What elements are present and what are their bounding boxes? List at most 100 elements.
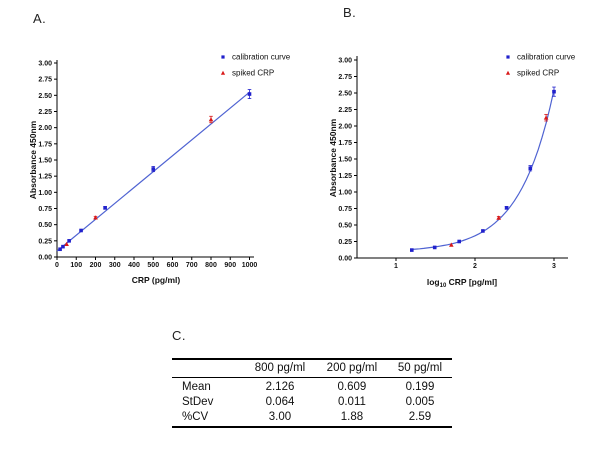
panel-c-label: C. [172,328,186,343]
spiked-point [64,241,69,247]
y-tick-label: 0.25 [338,239,352,246]
legend-triangle-icon [220,70,226,75]
calibration-point [103,206,107,210]
spiked-point [93,215,98,220]
y-tick-label: 0.50 [38,222,52,229]
spiked-crp-stats-table: 800 pg/ml 200 pg/ml 50 pg/ml Mean 2.126 … [172,358,452,428]
legend-label: spiked CRP [232,69,274,78]
table-row: StDev 0.064 0.011 0.005 [172,395,452,410]
axes: 0.00 0.25 0.50 0.75 1.00 1.25 1.50 1.75 2.00 2.25… [38,60,257,269]
calibration-point [247,92,252,96]
x-tick-label: 1000 [242,262,258,269]
x-tick-label: 400 [128,262,140,269]
legend-label: spiked CRP [517,69,559,78]
mean-800: 2.126 [265,381,295,393]
y-tick-label: 1.25 [38,174,52,181]
stdev-200: 0.011 [337,396,366,408]
x-axis-label: log10 CRP [pg/ml] [427,277,497,289]
table-header-200: 200 pg/ml [315,359,388,378]
y-tick-label: 0.00 [38,255,52,262]
table-header-50: 50 pg/ml [387,359,452,378]
x-tick-label: 2 [473,263,477,270]
x-tick-label: 700 [186,262,198,269]
y-tick-label: 0.75 [38,206,52,213]
calibration-point [410,248,414,252]
calibration-point [61,244,65,249]
spiked-point [543,115,549,120]
cv-800: 3.00 [268,411,292,423]
x-tick-label: 1 [394,263,398,270]
calibration-point [457,239,461,244]
table-header-row: 800 pg/ml 200 pg/ml 50 pg/ml [172,359,452,378]
y-tick-label: 3.00 [38,60,52,67]
y-tick-label: 0.50 [338,223,352,230]
cv-50: 2.59 [408,411,432,423]
y-tick-label: 2.75 [338,74,352,81]
legend: calibration curve spiked CRP [505,53,576,78]
series-triangle [449,113,549,247]
row-label-mean: Mean [182,381,211,393]
calibration-point [552,89,556,94]
y-axis-label: Absorbance 450nm [28,120,38,199]
x-tick-label: 100 [70,262,82,269]
legend: calibration curve spiked CRP [220,53,291,78]
spiked-point [449,242,454,247]
stdev-800: 0.064 [265,396,295,408]
table-header-800: 800 pg/ml [244,359,316,378]
x-tick-label: 3 [552,263,556,270]
series-square [58,89,252,252]
legend-label: calibration curve [517,53,576,62]
x-tick-label: 500 [147,262,159,269]
table-row: Mean 2.126 0.609 0.199 [172,378,452,395]
chart-b-calibration-log: 0.00 0.25 0.50 0.75 1.00 1.25 1.50 1.75 2.00 2.25… [328,53,576,290]
panel-b-label: B. [343,5,357,20]
y-tick-label: 2.50 [338,91,352,98]
x-tick-label: 800 [205,262,217,269]
legend-triangle-icon [505,70,511,75]
legend-label: calibration curve [232,53,291,62]
chart-a-calibration-linear: 0.00 0.25 0.50 0.75 1.00 1.25 1.50 1.75 2.00 2.25… [28,53,291,286]
y-tick-label: 1.00 [338,190,352,197]
y-tick-label: 2.25 [38,109,52,116]
y-tick-label: 1.25 [338,173,352,180]
y-tick-label: 0.75 [338,206,352,213]
y-tick-label: 2.25 [338,107,352,114]
cv-200: 1.88 [340,411,364,423]
y-tick-label: 1.75 [338,140,352,147]
legend-square-icon [221,55,225,59]
calibration-point [151,167,156,171]
x-tick-label: 300 [109,262,121,269]
y-tick-label: 2.00 [338,124,352,131]
y-tick-label: 2.00 [38,125,52,132]
spiked-crp-stats-table-wrap: 800 pg/ml 200 pg/ml 50 pg/ml Mean 2.126 … [172,358,452,428]
x-tick-label: 0 [55,262,59,269]
y-tick-label: 2.50 [38,93,52,100]
y-tick-label: 1.50 [38,157,52,164]
calibration-point [481,229,485,233]
stdev-50: 0.005 [405,396,435,408]
x-tick-label: 900 [224,262,236,269]
calibration-point [79,228,83,233]
series-square [410,86,556,252]
x-axis-label: CRP (pg/ml) [132,275,181,285]
mean-50: 0.199 [405,381,435,393]
series-triangle [64,115,214,247]
x-tick-label: 600 [167,262,179,269]
fit-curve [411,89,555,250]
row-label-stdev: StDev [182,396,214,408]
y-tick-label: 0.00 [338,256,352,263]
y-tick-label: 2.75 [38,77,52,84]
legend-square-icon [506,55,510,59]
spiked-point [208,117,214,122]
table-header-blank [172,359,244,378]
y-axis-label: Absorbance 450nm [328,118,338,197]
panel-a-label: A. [33,11,47,26]
calibration-point [504,206,509,210]
mean-200: 0.609 [337,381,367,393]
calibration-point [528,166,533,171]
y-tick-label: 0.25 [38,238,52,245]
y-tick-label: 3.00 [338,58,352,65]
y-tick-label: 1.75 [38,141,52,148]
spiked-point [496,215,501,220]
calibration-point [58,247,62,252]
